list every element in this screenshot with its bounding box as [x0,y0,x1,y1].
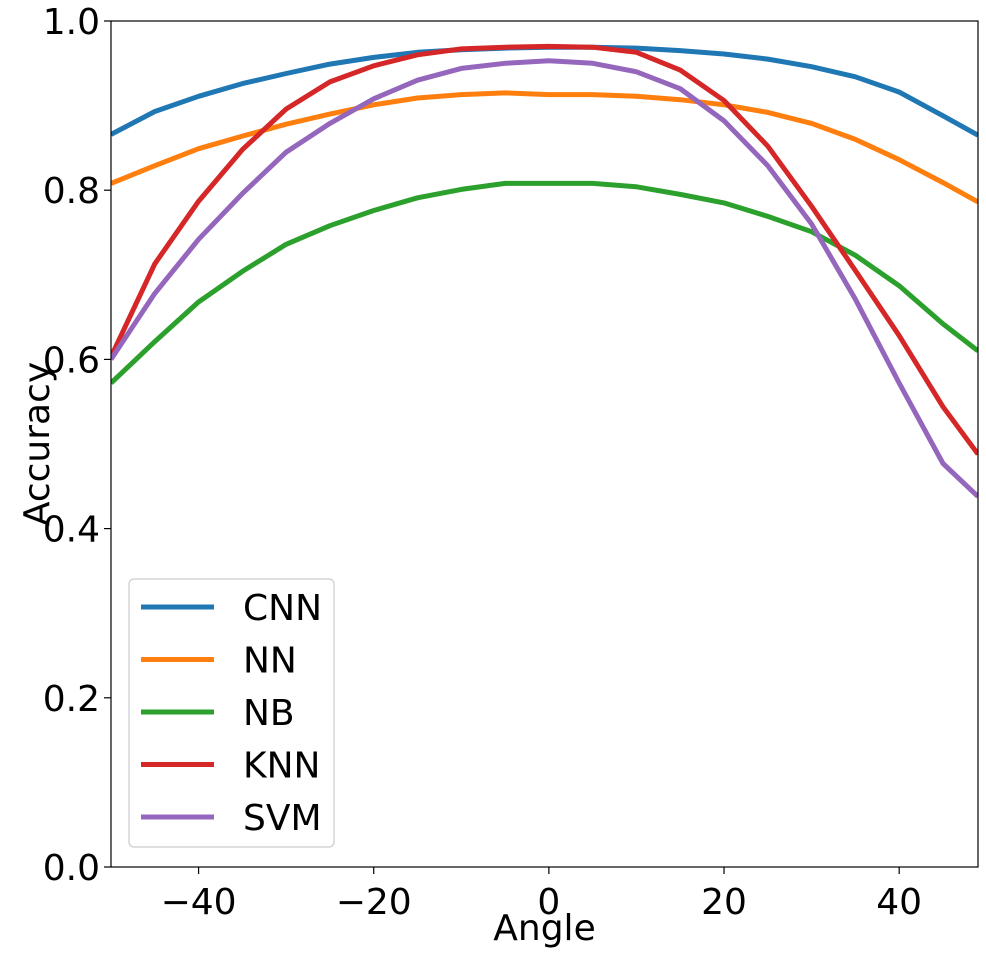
series-line-nn [111,90,978,205]
y-tick-label: 0.0 [43,848,100,889]
y-tick-label: 1.0 [43,2,100,43]
y-axis-label: Accuracy [17,362,58,526]
legend-label-svm: SVM [243,798,322,839]
y-tick-label: 0.8 [43,171,100,212]
legend-label-cnn: CNN [243,588,322,629]
y-tick-label: 0.6 [43,340,100,381]
y-tick-label: 0.4 [43,510,100,551]
legend-label-knn: KNN [243,746,320,787]
x-tick-label: 40 [876,882,922,923]
x-tick-label: −20 [336,882,412,923]
x-tick-label: 20 [701,882,747,923]
legend-label-nb: NB [243,693,295,734]
x-tick-label: 0 [537,882,560,923]
x-tick-label: −40 [161,882,237,923]
y-tick-label: 0.2 [43,679,100,720]
x-axis-label: Angle [493,908,595,949]
plot-frame [110,20,979,868]
legend-box [128,578,335,848]
series-line-svm [111,58,978,499]
series-line-knn [111,43,978,456]
legend-label-nn: NN [243,641,297,682]
